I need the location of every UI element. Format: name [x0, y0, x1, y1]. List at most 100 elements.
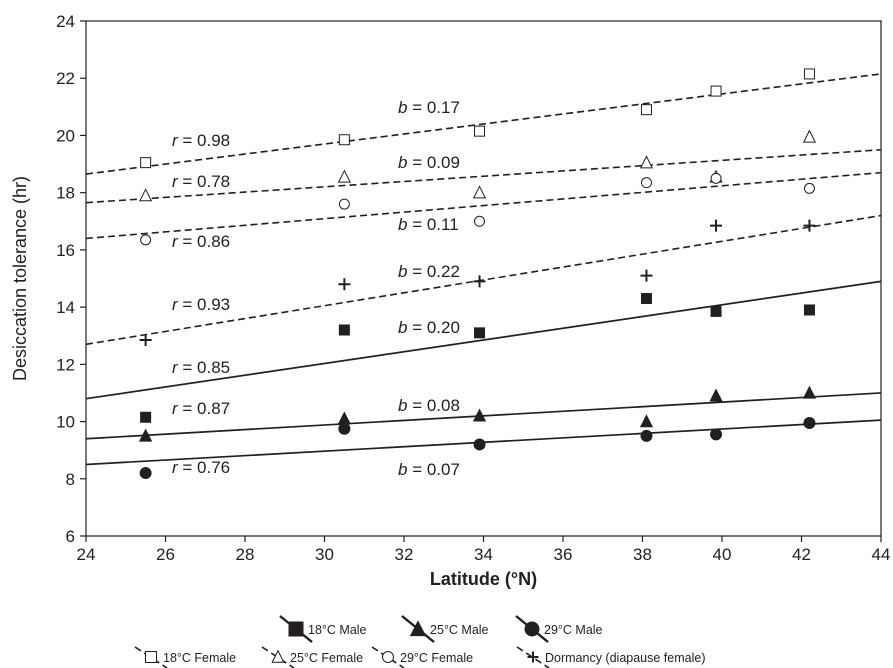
y-axis-title: Desiccation tolerance (hr) [10, 176, 30, 381]
y-tick-label: 18 [56, 184, 75, 203]
data-point-series-2 [709, 388, 723, 402]
x-tick-label: 40 [713, 545, 732, 564]
legend-item-series-7: Dormancy (diapause female) [516, 646, 706, 668]
data-point-series-6 [803, 182, 815, 194]
r-label-series-3: r = 0.76 [172, 458, 230, 477]
legend-line-swatch [516, 646, 550, 668]
data-point-series-1 [710, 305, 722, 317]
r-label-series-7: r = 0.93 [172, 295, 230, 314]
legend-marker-swatch [145, 651, 157, 663]
fit-statistics-layer: r = 0.85 b = 0.20 r = 0.87 b = 0.08 r = 0.76… [172, 98, 460, 479]
x-tick-label: 26 [156, 545, 175, 564]
data-point-series-3 [803, 416, 816, 429]
y-tick-label: 20 [56, 126, 75, 145]
b-label-series-2: b = 0.08 [398, 396, 460, 415]
legend-item-series-4: 18°C Female [134, 646, 236, 668]
axes-layer: 24 26 28 30 32 34 36 38 40 42 44 6 8 10 12 14 16 18 20 22 24… [10, 12, 890, 589]
data-point-series-1 [140, 411, 152, 423]
data-point-series-5 [337, 169, 351, 183]
legend-label: Dormancy (diapause female) [545, 651, 706, 665]
fit-line-series-2 [85, 392, 882, 440]
data-point-series-3 [710, 428, 723, 441]
legend-item-series-2: 25°C Male [401, 615, 489, 643]
y-tick-label: 8 [66, 470, 75, 489]
x-tick-label: 44 [872, 545, 891, 564]
y-tick-label: 24 [56, 12, 75, 31]
r-label-series-6: r = 0.86 [172, 232, 230, 251]
data-point-series-2 [472, 408, 487, 422]
legend-marker-swatch [527, 651, 539, 663]
x-tick-label: 42 [792, 545, 811, 564]
x-axis-title: Latitude (°N) [430, 569, 537, 589]
y-tick-label: 6 [66, 527, 75, 546]
data-point-series-1 [338, 324, 350, 336]
b-label-series-3: b = 0.07 [398, 460, 460, 479]
data-point-series-6 [338, 198, 350, 210]
legend-label: 29°C Female [400, 651, 473, 665]
legend-label: 18°C Male [308, 623, 367, 637]
data-point-series-7 [710, 219, 723, 232]
data-point-series-5 [639, 155, 654, 169]
data-point-series-2 [139, 428, 153, 442]
data-point-series-3 [338, 422, 351, 435]
data-point-series-4 [803, 68, 815, 80]
data-point-series-4 [640, 104, 652, 116]
legend-label: 29°C Male [544, 623, 603, 637]
y-tick-label: 10 [56, 413, 75, 432]
data-point-series-5 [139, 188, 153, 202]
legend-marker-swatch [409, 620, 427, 637]
legend: 18°C Male 25°C Male 29°C Male 18°C Female 25… [134, 615, 706, 668]
data-point-series-1 [640, 293, 652, 305]
x-tick-label: 38 [633, 545, 652, 564]
data-point-series-6 [640, 177, 652, 189]
r-label-series-5: r = 0.78 [172, 172, 230, 191]
x-tick-label: 28 [236, 545, 255, 564]
y-tick-label: 14 [56, 298, 75, 317]
data-point-series-1 [474, 327, 486, 339]
y-tick-label: 16 [56, 241, 75, 260]
data-point-series-4 [338, 134, 350, 146]
x-tick-label: 32 [395, 545, 414, 564]
data-point-series-3 [473, 438, 486, 451]
data-point-series-3 [139, 467, 152, 480]
data-point-series-7 [803, 219, 816, 232]
legend-line-swatch [261, 646, 295, 668]
x-tick-label: 34 [474, 545, 493, 564]
data-point-series-6 [710, 172, 722, 184]
b-label-series-1: b = 0.20 [398, 318, 460, 337]
data-point-series-2 [802, 385, 817, 399]
legend-label: 18°C Female [163, 651, 236, 665]
x-tick-label: 24 [77, 545, 96, 564]
fit-line-series-6 [85, 171, 882, 240]
legend-item-series-6: 29°C Female [371, 646, 473, 668]
r-label-series-2: r = 0.87 [172, 399, 230, 418]
legend-line-swatch [134, 646, 168, 668]
legend-label: 25°C Female [290, 651, 363, 665]
data-point-series-4 [140, 157, 152, 169]
fit-line-series-4 [85, 73, 882, 175]
legend-item-series-5: 25°C Female [261, 646, 363, 668]
data-point-series-2 [337, 411, 351, 425]
r-label-series-4: r = 0.98 [172, 131, 230, 150]
data-point-series-7 [473, 275, 486, 288]
legend-item-series-1: 18°C Male [279, 615, 367, 643]
legend-item-series-3: 29°C Male [515, 615, 603, 643]
data-point-series-7 [640, 269, 653, 282]
legend-marker-swatch [524, 621, 540, 637]
data-point-series-2 [639, 414, 654, 428]
legend-marker-swatch [288, 621, 304, 637]
fit-line-series-1 [85, 280, 882, 400]
b-label-series-7: b = 0.22 [398, 262, 460, 281]
data-point-series-6 [474, 215, 486, 227]
legend-marker-swatch [271, 649, 285, 663]
data-point-series-3 [640, 429, 653, 442]
data-point-series-6 [140, 234, 152, 246]
y-tick-label: 22 [56, 69, 75, 88]
fit-line-series-5 [85, 148, 882, 204]
legend-marker-swatch [382, 651, 394, 663]
b-label-series-4: b = 0.17 [398, 98, 460, 117]
data-point-series-7 [139, 334, 152, 347]
legend-label: 25°C Male [430, 623, 489, 637]
x-tick-label: 36 [554, 545, 573, 564]
